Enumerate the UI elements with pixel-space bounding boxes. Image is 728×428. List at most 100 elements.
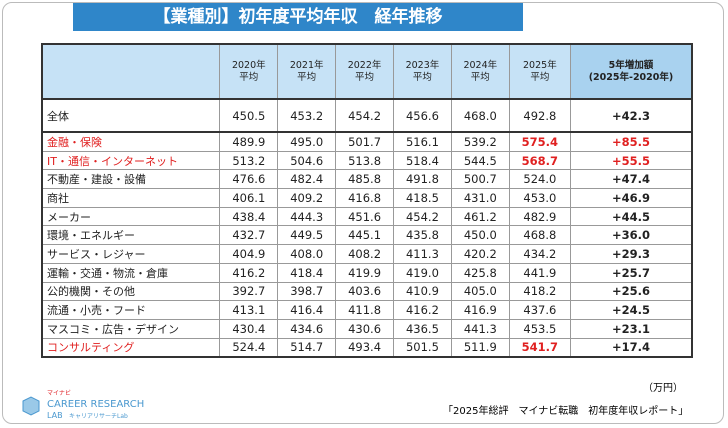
cell: +44.5 [569, 206, 693, 227]
row-label: 流通・小売・フード [41, 300, 221, 320]
cell: +85.5 [569, 131, 693, 152]
row-label: メーカー [41, 206, 221, 227]
cell: 434.2 [508, 244, 571, 264]
cell: 511.9 [450, 337, 510, 358]
cell: 425.8 [450, 262, 510, 283]
row-label: 商社 [41, 188, 221, 208]
cell: 493.4 [335, 337, 394, 358]
cell: 524.0 [508, 169, 571, 190]
logo: マイナビ CAREER RESEARCH LAB キャリアリサーチLab [22, 389, 144, 420]
row-label: コンサルティング [41, 337, 221, 358]
source: 「2025年総評 マイナビ転職 初年度年収レポート」 [443, 406, 689, 417]
table-row: 公的機関・その他 392.7 398.7 403.6 410.9 405.0 418.2 +2… [41, 281, 693, 302]
cell: 456.6 [393, 98, 452, 133]
logo-name: CAREER RESEARCH [47, 399, 144, 410]
cell: 416.4 [277, 300, 337, 320]
cell: 441.3 [450, 318, 510, 339]
cell: 416.2 [393, 300, 452, 320]
logo-sub: キャリアリサーチLab [69, 413, 128, 420]
cell: 409.2 [277, 188, 337, 208]
table-row: サービス・レジャー 404.9 408.0 408.2 411.3 420.2 434.2 +… [41, 244, 693, 264]
cell: 413.1 [219, 300, 279, 320]
cell: 420.2 [450, 244, 510, 264]
cell: 419.0 [393, 262, 452, 283]
cell: 544.5 [450, 150, 510, 171]
column-header [41, 43, 221, 100]
cell: 468.8 [508, 225, 571, 246]
cell: +36.0 [569, 225, 693, 246]
cell: 411.8 [335, 300, 394, 320]
cell: 445.1 [335, 225, 394, 246]
cell: 495.0 [277, 131, 337, 152]
cell: 451.6 [335, 206, 394, 227]
cell: +24.5 [569, 300, 693, 320]
cell: 513.8 [335, 150, 394, 171]
row-label: IT・通信・インターネット [41, 150, 221, 171]
cell: 418.2 [508, 281, 571, 302]
cell: 416.2 [219, 262, 279, 283]
cell: 404.9 [219, 244, 279, 264]
cell: 441.9 [508, 262, 571, 283]
table-row: メーカー 438.4 444.3 451.6 454.2 461.2 482.9 +44.5 [41, 206, 693, 227]
column-header: 5年増加額 (2025年-2020年) [569, 43, 693, 100]
cell: 392.7 [219, 281, 279, 302]
cell: 408.2 [335, 244, 394, 264]
cell: 408.0 [277, 244, 337, 264]
row-label: 金融・保険 [41, 131, 221, 152]
cell: 419.9 [335, 262, 394, 283]
table-row: IT・通信・インターネット 513.2 504.6 513.8 518.4 544.5 56… [41, 150, 693, 171]
cell: 434.6 [277, 318, 337, 339]
cell: 416.9 [450, 300, 510, 320]
cell: 492.8 [508, 98, 571, 133]
row-label: 公的機関・その他 [41, 281, 221, 302]
cell: 482.9 [508, 206, 571, 227]
table-row: コンサルティング 524.4 514.7 493.4 501.5 511.9 541.7 +1… [41, 337, 693, 358]
cell: 405.0 [450, 281, 510, 302]
cell: 430.6 [335, 318, 394, 339]
header-row: 2020年 平均 2021年 平均 2022年 平均 2023年 平均 2024年 平均… [41, 43, 693, 100]
cell: 430.4 [219, 318, 279, 339]
cell: +25.7 [569, 262, 693, 283]
cell: 450.5 [219, 98, 279, 133]
cell: 431.0 [450, 188, 510, 208]
cell: 406.1 [219, 188, 279, 208]
table-row: 商社 406.1 409.2 416.8 418.5 431.0 453.0 +46.9 [41, 188, 693, 208]
cell: 438.4 [219, 206, 279, 227]
cell: 516.1 [393, 131, 452, 152]
row-label: 環境・エネルギー [41, 225, 221, 246]
row-label: 不動産・建設・設備 [41, 169, 221, 190]
table-row: 運輸・交通・物流・倉庫 416.2 418.4 419.9 419.0 425.8 441.… [41, 262, 693, 283]
cell: 541.7 [508, 337, 571, 358]
logo-lab: LAB [47, 411, 63, 420]
row-label: 運輸・交通・物流・倉庫 [41, 262, 221, 283]
cell: 444.3 [277, 206, 337, 227]
cell: 501.5 [393, 337, 452, 358]
cell: 513.2 [219, 150, 279, 171]
table-row: 環境・エネルギー 432.7 449.5 445.1 435.8 450.0 468.8 +3… [41, 225, 693, 246]
cell: 418.5 [393, 188, 452, 208]
cell: 524.4 [219, 337, 279, 358]
title: 【業種別】初年度平均年収 経年推移 [73, 3, 523, 31]
column-header: 2021年 平均 [277, 43, 337, 100]
cell: 489.9 [219, 131, 279, 152]
cell: 575.4 [508, 131, 571, 152]
cell: 461.2 [450, 206, 510, 227]
cell: 504.6 [277, 150, 337, 171]
logo-icon [22, 396, 40, 416]
column-header: 2024年 平均 [450, 43, 510, 100]
cell: 453.2 [277, 98, 337, 133]
cell: 411.3 [393, 244, 452, 264]
cell: +42.3 [569, 98, 693, 133]
row-label: 全体 [41, 98, 221, 133]
cell: +17.4 [569, 337, 693, 358]
cell: 432.7 [219, 225, 279, 246]
cell: 398.7 [277, 281, 337, 302]
table-row: 流通・小売・フード 413.1 416.4 411.8 416.2 416.9 437.6 +… [41, 300, 693, 320]
cell: 568.7 [508, 150, 571, 171]
table-row: 金融・保険 489.9 495.0 501.7 516.1 539.2 575.4 +85.5 [41, 131, 693, 152]
cell: 449.5 [277, 225, 337, 246]
column-header: 2023年 平均 [393, 43, 452, 100]
cell: 454.2 [393, 206, 452, 227]
cell: 453.0 [508, 188, 571, 208]
cell: +47.4 [569, 169, 693, 190]
